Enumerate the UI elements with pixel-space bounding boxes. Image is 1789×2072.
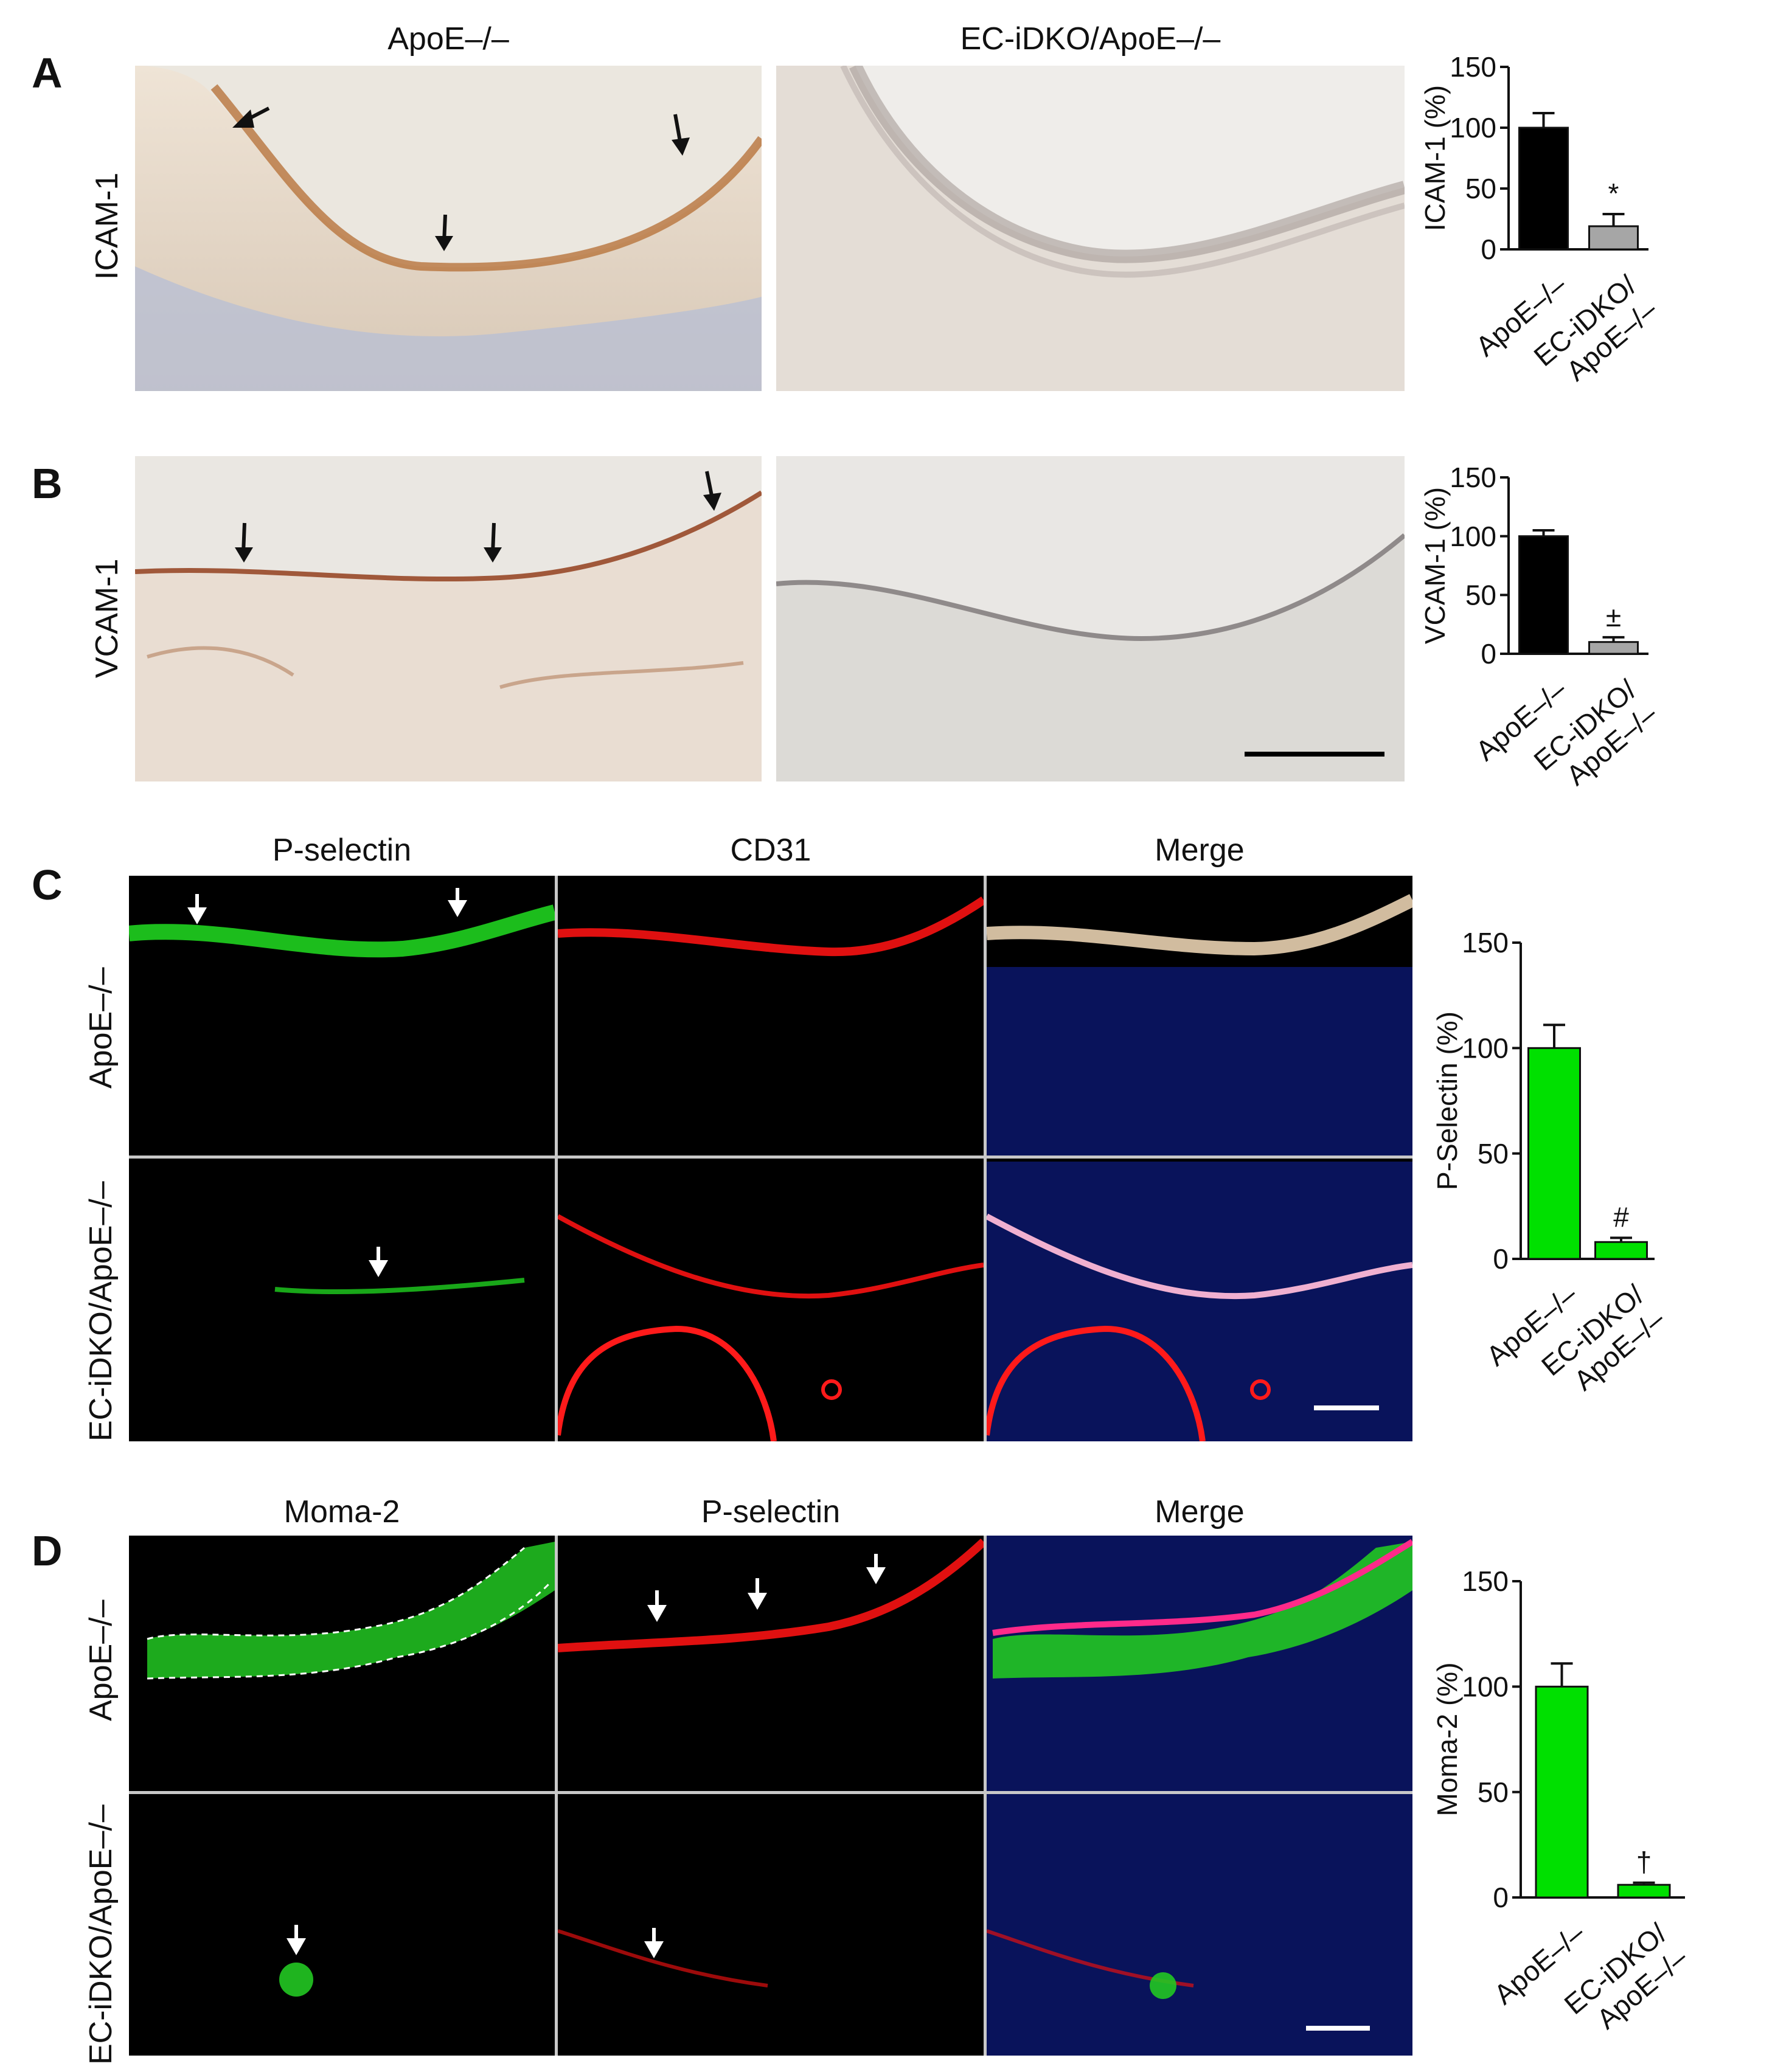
bar bbox=[1617, 1883, 1671, 1899]
y-tick-label: 0 bbox=[1481, 638, 1496, 670]
y-tick-label: 150 bbox=[1462, 927, 1509, 958]
row-label-vcam1: VCAM-1 bbox=[89, 558, 125, 678]
micrograph-vcam1-apoe bbox=[135, 456, 762, 781]
arrow-icon bbox=[448, 888, 467, 917]
arrow-icon bbox=[748, 1578, 767, 1610]
arrow-icon bbox=[187, 894, 207, 924]
column-title-merge: Merge bbox=[1155, 833, 1245, 868]
arrow-icon bbox=[644, 1928, 664, 1958]
bar bbox=[1535, 1685, 1589, 1899]
panel-label-a: A bbox=[32, 49, 63, 97]
y-tick-label: 0 bbox=[1493, 1882, 1509, 1913]
y-axis-label: P-Selectin (%) bbox=[1431, 1011, 1463, 1190]
micrograph-icam1-ec-idko bbox=[776, 66, 1405, 391]
column-title-p-selectin: P-selectin bbox=[272, 833, 412, 868]
row-label-ec-idko: EC-iDKO/ApoE–/– bbox=[83, 1181, 119, 1441]
bar bbox=[1588, 225, 1639, 251]
significance-mark: † bbox=[1636, 1846, 1652, 1878]
y-tick-label: 150 bbox=[1450, 51, 1496, 83]
y-tick-label: 150 bbox=[1462, 1565, 1509, 1597]
panel-label-c: C bbox=[32, 861, 63, 909]
y-tick-label: 50 bbox=[1465, 173, 1496, 204]
row-label-apoe-d: ApoE–/– bbox=[83, 1599, 119, 1722]
bar bbox=[1588, 641, 1639, 655]
y-tick-label: 100 bbox=[1462, 1032, 1509, 1064]
arrow-icon bbox=[866, 1554, 886, 1584]
fluorescence-grid-d bbox=[129, 1536, 1412, 2056]
bar bbox=[1594, 1241, 1648, 1260]
arrow-icon bbox=[435, 214, 453, 251]
bar bbox=[1518, 126, 1569, 251]
column-title-cd31: CD31 bbox=[730, 833, 811, 868]
significance-mark: * bbox=[1608, 178, 1619, 209]
panel-label-d: D bbox=[32, 1527, 63, 1575]
row-label-apoe: ApoE–/– bbox=[83, 967, 119, 1089]
arrow-icon bbox=[672, 114, 690, 156]
arrow-icon bbox=[235, 522, 253, 563]
y-tick-label: 100 bbox=[1462, 1671, 1509, 1702]
y-axis-label: Moma-2 (%) bbox=[1431, 1662, 1463, 1816]
y-tick-label: 0 bbox=[1493, 1243, 1509, 1275]
column-title-ec-idko: EC-iDKO/ApoE–/– bbox=[960, 21, 1221, 57]
fluorescence-grid-c bbox=[129, 876, 1412, 1441]
y-tick-label: 100 bbox=[1450, 112, 1496, 144]
arrow-icon bbox=[703, 471, 721, 511]
y-tick-label: 50 bbox=[1465, 579, 1496, 611]
column-title-moma2: Moma-2 bbox=[283, 1494, 400, 1530]
y-tick-label: 150 bbox=[1450, 462, 1496, 493]
column-title-merge-d: Merge bbox=[1155, 1494, 1245, 1530]
significance-mark: ± bbox=[1606, 601, 1621, 632]
arrow-icon bbox=[232, 106, 270, 128]
row-label-ec-idko-d: EC-iDKO/ApoE–/– bbox=[83, 1804, 119, 2065]
micrograph-icam1-apoe bbox=[135, 66, 762, 391]
y-tick-label: 50 bbox=[1478, 1776, 1509, 1808]
column-title-p-selectin-d: P-selectin bbox=[701, 1494, 841, 1530]
micrograph-vcam1-ec-idko bbox=[776, 456, 1405, 781]
row-label-icam1: ICAM-1 bbox=[89, 172, 125, 280]
y-tick-label: 100 bbox=[1450, 521, 1496, 552]
y-axis-label: ICAM-1 (%) bbox=[1419, 85, 1451, 231]
arrow-icon bbox=[647, 1590, 667, 1622]
significance-mark: # bbox=[1613, 1201, 1629, 1233]
arrow-icon bbox=[484, 522, 502, 563]
bar bbox=[1518, 535, 1569, 655]
column-title-apoe: ApoE–/– bbox=[387, 21, 509, 57]
arrow-icon bbox=[369, 1247, 388, 1277]
arrow-icon bbox=[287, 1925, 306, 1955]
y-axis-label: VCAM-1 (%) bbox=[1419, 487, 1451, 644]
y-tick-label: 0 bbox=[1481, 234, 1496, 265]
bar bbox=[1527, 1047, 1581, 1260]
panel-label-b: B bbox=[32, 460, 63, 507]
y-tick-label: 50 bbox=[1478, 1138, 1509, 1169]
